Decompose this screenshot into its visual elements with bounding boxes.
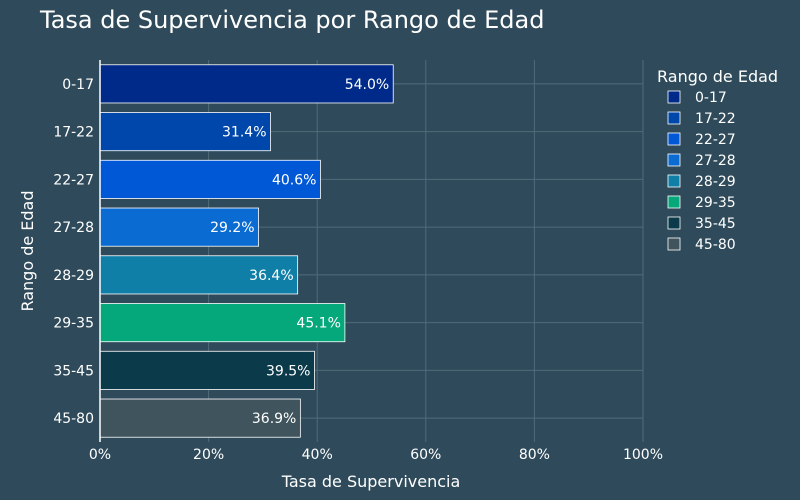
x-tick-label: 100% [623,447,663,463]
y-tick-label: 28-29 [53,268,94,284]
bar-value-label: 40.6% [272,172,316,188]
legend-swatch [667,174,681,188]
x-tick-label: 60% [410,447,441,463]
x-tick-label: 0% [89,447,111,463]
bar-value-label: 31.4% [222,125,266,141]
y-tick-label: 17-22 [53,125,94,141]
bar-17-22 [99,112,271,152]
legend-label: 35-45 [695,216,736,232]
x-tick-label: 40% [302,447,333,463]
y-tick-label: 35-45 [53,363,94,379]
bar-22-27 [99,159,321,199]
bar-27-28 [99,207,259,247]
x-axis-label: Tasa de Supervivencia [281,472,461,491]
legend-swatch [667,237,681,251]
bar-45-80 [99,398,301,438]
legend-swatch [667,90,681,104]
legend-item[interactable]: 17-22 [667,111,736,127]
legend-item[interactable]: 0-17 [667,90,727,106]
legend-swatch [667,132,681,146]
bar-value-label: 54.0% [345,77,389,93]
bar-0-17 [99,64,394,104]
legend-swatch [667,216,681,230]
legend: Rango de Edad 0-17 17-22 22-27 27-28 28-29 29… [657,67,778,253]
bar-value-label: 29.2% [210,220,254,236]
legend-item[interactable]: 29-35 [667,195,736,211]
legend-swatch [667,195,681,209]
x-tick-label: 80% [519,447,550,463]
y-tick-label: 22-27 [53,172,94,188]
legend-label: 22-27 [695,132,736,148]
legend-label: 28-29 [695,174,736,190]
y-tick-label: 27-28 [53,220,94,236]
legend-swatch [667,111,681,125]
bar-value-label: 36.9% [252,411,296,427]
x-axis-ticks: 0% 20% 40% 60% 80% 100% [89,447,663,463]
bar-35-45 [99,350,315,390]
legend-item[interactable]: 22-27 [667,132,736,148]
bar-value-label: 45.1% [296,316,340,332]
bars: 54.0% 31.4% 40.6% 29.2% 36.4% 45.1% 39.5% 36.9% [99,64,394,438]
legend-swatch [667,153,681,167]
legend-item[interactable]: 45-80 [667,237,736,253]
chart-title: Tasa de Supervivencia por Rango de Edad [39,6,544,34]
y-tick-label: 45-80 [53,411,94,427]
legend-label: 17-22 [695,111,736,127]
y-tick-label: 29-35 [53,316,94,332]
legend-item[interactable]: 27-28 [667,153,736,169]
y-tick-label: 0-17 [62,77,94,93]
bar-value-label: 39.5% [266,363,310,379]
legend-label: 0-17 [695,90,727,106]
legend-label: 45-80 [695,237,736,253]
bar-value-label: 36.4% [249,268,293,284]
y-axis-ticks: 0-17 17-22 22-27 27-28 28-29 29-35 35-45 45-80 [53,77,94,427]
legend-label: 29-35 [695,195,736,211]
legend-title: Rango de Edad [657,67,778,86]
legend-label: 27-28 [695,153,736,169]
legend-items: 0-17 17-22 22-27 27-28 28-29 29-35 35-45 45-80 [667,90,736,253]
legend-item[interactable]: 28-29 [667,174,736,190]
legend-item[interactable]: 35-45 [667,216,736,232]
x-tick-label: 20% [193,447,224,463]
y-axis-label: Rango de Edad [18,190,37,311]
